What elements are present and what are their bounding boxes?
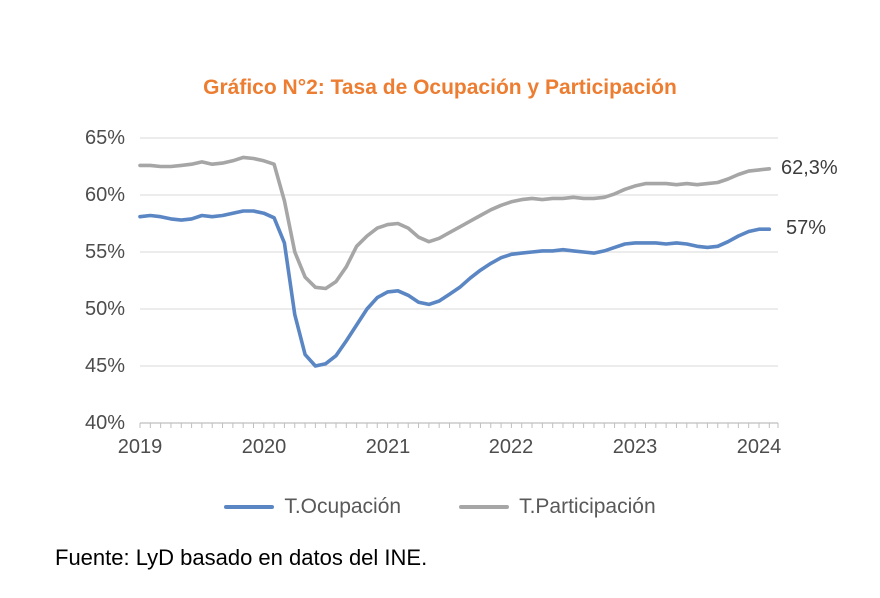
x-axis-tick-label: 2019 — [117, 436, 163, 458]
y-axis-tick-label: 45% — [84, 355, 125, 377]
legend-item-participacion: T.Participación — [459, 495, 656, 519]
y-axis-tick-label: 60% — [84, 184, 125, 206]
x-axis-tick-label: 2021 — [365, 436, 411, 458]
x-axis-tick-label: 2020 — [241, 436, 287, 458]
chart-title: Gráfico N°2: Tasa de Ocupación y Partici… — [203, 76, 677, 99]
participacion-end-value-label: 62,3% — [781, 157, 838, 179]
y-axis-tick-label: 40% — [84, 412, 125, 434]
ocupacion-end-value-label: 57% — [786, 217, 827, 239]
legend-label-participacion: T.Participación — [519, 495, 656, 518]
chart-legend: T.Ocupación T.Participación — [0, 495, 880, 519]
participacion-line-swatch-icon — [459, 505, 510, 509]
x-axis-tick-label: 2023 — [612, 436, 658, 458]
legend-item-ocupacion: T.Ocupación — [224, 495, 401, 519]
x-axis-tick-label: 2022 — [488, 436, 534, 458]
y-axis-tick-label: 50% — [84, 298, 125, 320]
ocupacion-line — [138, 209, 772, 368]
participacion-line — [138, 155, 772, 291]
source-note: Fuente: LyD basado en datos del INE. — [55, 545, 428, 570]
y-axis-tick-label: 65% — [84, 127, 125, 149]
x-axis-tick-label: 2024 — [736, 436, 782, 458]
ocupacion-line-swatch-icon — [224, 505, 275, 509]
legend-label-ocupacion: T.Ocupación — [284, 495, 402, 518]
y-axis-tick-label: 55% — [84, 241, 125, 263]
